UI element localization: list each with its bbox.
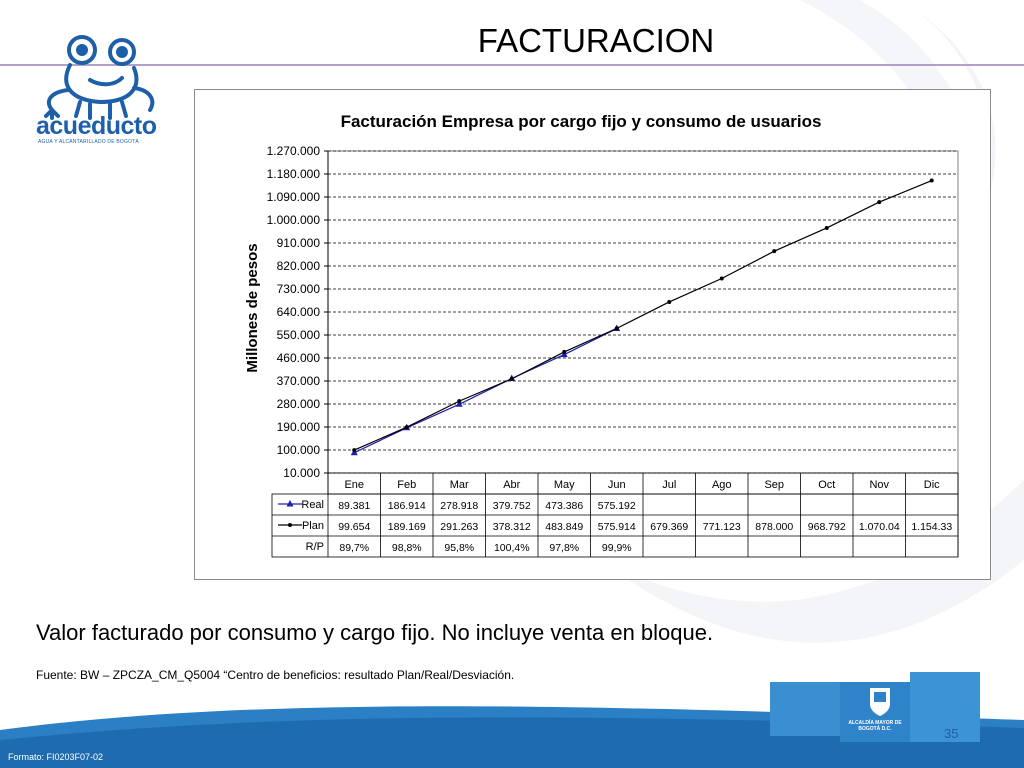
data-point-real: [455, 400, 463, 407]
y-tick-label: 10.000: [283, 466, 320, 480]
x-tick-label: Abr: [503, 479, 520, 491]
y-tick-label: 190.000: [277, 420, 321, 434]
x-tick-label: Nov: [869, 479, 889, 491]
data-point-plan: [877, 200, 882, 205]
data-table: Ene Feb Mar Abr May Jun Jul Ago Sep Oct Nov Dic Real…: [271, 472, 959, 558]
x-tick-label: Ago: [712, 479, 732, 491]
data-label: 100,4%: [494, 542, 530, 554]
data-point-plan: [929, 178, 934, 183]
data-label: 1.154.33: [911, 521, 952, 533]
legend-label-rp: R/P: [306, 541, 324, 553]
y-tick-label: 640.000: [277, 305, 321, 319]
data-point-plan: [457, 399, 462, 404]
x-tick-label: Oct: [818, 479, 835, 491]
legend-label-real: Real: [301, 499, 324, 511]
y-tick-label: 1.180.000: [267, 167, 321, 181]
data-label: 575.914: [598, 521, 636, 533]
alcaldia-logo: [770, 672, 980, 742]
logo-subtitle: AGUA Y ALCANTARILLADO DE BOGOTÁ: [38, 139, 139, 145]
series-line-plan: [354, 180, 932, 451]
data-point-plan: [614, 326, 619, 331]
x-tick-label: Feb: [397, 479, 416, 491]
data-label: 189.169: [388, 521, 426, 533]
x-tick-label: Ene: [344, 479, 364, 491]
gridlines: [324, 150, 959, 474]
y-tick-label: 1.000.000: [267, 213, 321, 227]
data-series: [350, 178, 934, 456]
frog-logo-icon: [44, 35, 155, 120]
data-point-plan: [719, 276, 724, 281]
x-tick-label: Mar: [450, 479, 469, 491]
formato-code: Formato: FI0203F07-02: [8, 752, 104, 762]
data-point-plan: [352, 448, 357, 453]
data-label: 1.070.04: [859, 521, 900, 533]
data-label: 379.752: [493, 500, 531, 512]
y-axis-label: Millones de pesos: [244, 243, 261, 372]
y-tick-label: 370.000: [277, 374, 321, 388]
data-point-plan: [509, 376, 514, 381]
data-label: 278.918: [440, 500, 478, 512]
data-label: 89,7%: [339, 542, 369, 554]
data-point-plan: [667, 299, 672, 304]
legend-label-plan: Plan: [302, 520, 324, 532]
y-tick-label: 100.000: [277, 443, 321, 457]
data-label: 186.914: [388, 500, 426, 512]
logo-wordmark: acueducto: [36, 112, 157, 140]
y-tick-label: 460.000: [277, 351, 321, 365]
x-tick-label: Jun: [608, 479, 626, 491]
y-tick-label: 820.000: [277, 259, 321, 273]
data-label: 99,9%: [602, 542, 632, 554]
data-label: 89.381: [338, 500, 370, 512]
data-label: 291.263: [440, 521, 478, 533]
coat-of-arms-icon: [870, 688, 890, 716]
chart-title: Facturación Empresa por cargo fijo y con…: [341, 112, 822, 131]
data-label: 575.192: [598, 500, 636, 512]
data-label: 98,8%: [392, 542, 422, 554]
data-label: 483.849: [545, 521, 583, 533]
page-number: 35: [944, 726, 959, 741]
x-tick-label: May: [554, 479, 575, 491]
slide-caption: Valor facturado por consumo y cargo fijo…: [36, 620, 714, 645]
data-label: 97,8%: [549, 542, 579, 554]
y-tick-label: 910.000: [277, 236, 321, 250]
chart-panel: Facturación Empresa por cargo fijo y con…: [194, 89, 991, 580]
y-tick-label: 1.270.000: [267, 144, 321, 158]
data-point-plan: [562, 349, 567, 354]
slide-title: FACTURACION: [477, 22, 715, 59]
alcaldia-text: ALCALDÍA MAYOR DE BOGOTÁ D.C.: [848, 720, 902, 732]
line-chart: Facturación Empresa por cargo fijo y con…: [244, 112, 959, 558]
data-label: 95,8%: [444, 542, 474, 554]
data-point-plan: [404, 425, 409, 430]
footer-wave: [0, 706, 1024, 768]
data-label: 968.792: [808, 521, 846, 533]
data-label: 878.000: [755, 521, 793, 533]
x-tick-label: Jul: [662, 479, 676, 491]
data-label: 473.386: [545, 500, 583, 512]
data-label: 771.123: [703, 521, 741, 533]
y-tick-label: 1.090.000: [267, 190, 321, 204]
data-label: 679.369: [650, 521, 688, 533]
x-tick-label: Dic: [924, 479, 940, 491]
source-note: Fuente: BW – ZPCZA_CM_Q5004 “Centro de b…: [36, 668, 515, 682]
y-tick-label: 280.000: [277, 397, 321, 411]
data-label: 378.312: [493, 521, 531, 533]
y-tick-label: 550.000: [277, 328, 321, 342]
data-point-plan: [824, 225, 829, 230]
legend-marker-plan: [288, 523, 292, 527]
y-tick-label: 730.000: [277, 282, 321, 296]
y-axis-ticks: 1.270.000 1.180.000 1.090.000 1.000.000 910.…: [267, 144, 321, 480]
data-label: 99.654: [338, 521, 370, 533]
data-point-plan: [772, 249, 777, 254]
title-divider: [0, 64, 1024, 66]
x-tick-label: Sep: [764, 479, 784, 491]
series-line-real: [353, 328, 618, 454]
legend-marker-real: [286, 500, 294, 507]
